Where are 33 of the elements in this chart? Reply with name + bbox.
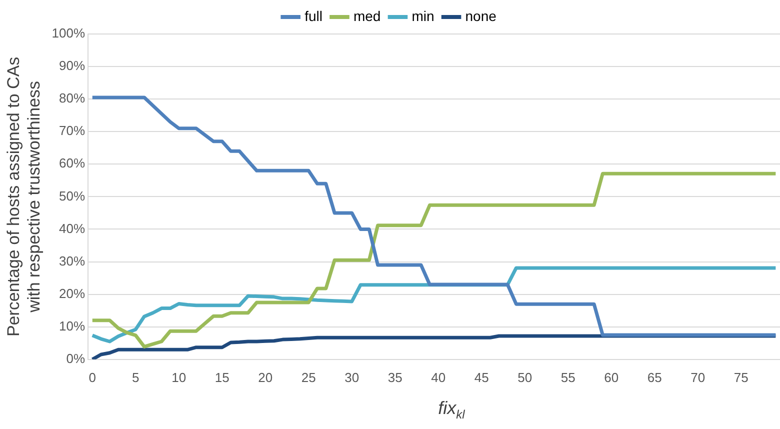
x-tick-label: 20 — [258, 370, 273, 385]
x-tick-label: 55 — [560, 370, 576, 385]
x-tick-label: 65 — [647, 370, 662, 385]
y-tick-label: 80% — [59, 90, 86, 106]
x-tick-label: 60 — [604, 370, 619, 385]
x-axis-title: fix$_{kl}$ — [437, 398, 466, 422]
x-tick-label: 40 — [431, 370, 446, 385]
y-tick-label: 30% — [59, 253, 86, 268]
y-tick-label: 70% — [59, 123, 86, 138]
legend-label: min — [412, 8, 434, 24]
x-tick-label: 0 — [88, 370, 96, 385]
y-axis-title: Percentage of hosts assigned to CAs with respective trustworthiness — [4, 56, 44, 337]
x-tick-label: 70 — [690, 370, 706, 385]
x-tick-label: 35 — [388, 370, 402, 385]
x-tick-label: 30 — [344, 370, 360, 385]
y-tick-label: 10% — [59, 318, 86, 334]
y-tick-label: 90% — [59, 58, 86, 74]
y-tick-label: 0% — [66, 350, 86, 366]
x-tick-label: 45 — [474, 370, 489, 385]
y-tick-label: 20% — [59, 286, 86, 301]
legend-label: full — [304, 8, 322, 24]
y-tick-label: 100% — [52, 26, 86, 41]
x-tick-label: 50 — [518, 370, 532, 385]
legend-label: med — [353, 8, 381, 24]
legend-label: none — [465, 8, 497, 24]
x-tick-label: 15 — [214, 370, 230, 385]
x-tick-label: 25 — [301, 370, 316, 385]
y-tick-label: 40% — [59, 220, 86, 236]
x-tick-label: 5 — [132, 370, 140, 385]
y-tick-label: 60% — [59, 156, 86, 171]
y-tick-label: 50% — [59, 188, 86, 204]
x-tick-label: 75 — [734, 370, 748, 385]
x-tick-label: 10 — [172, 370, 186, 385]
